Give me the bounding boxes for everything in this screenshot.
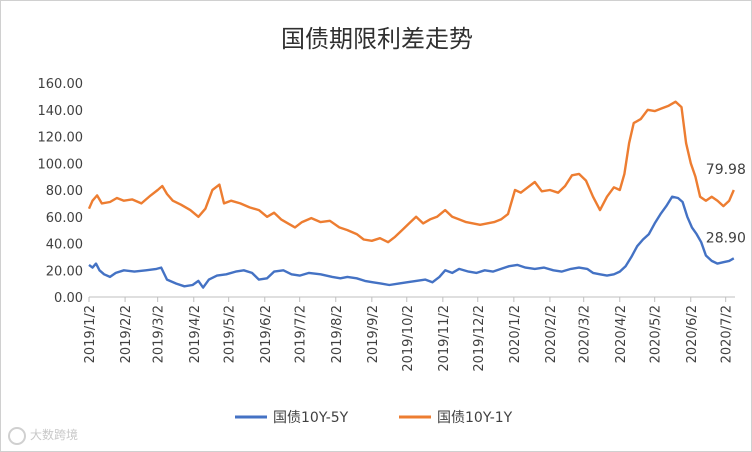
series-layer <box>87 100 735 289</box>
legend-label-0: 国债10Y-5Y <box>273 410 349 426</box>
x-tick-label: 2019/10/2 <box>401 305 416 372</box>
x-tick-label: 2019/11/2 <box>437 305 452 372</box>
y-tick-label: 100.00 <box>38 157 84 172</box>
x-tick-label: 2019/2/2 <box>119 305 134 363</box>
x-tick-label: 2019/3/2 <box>152 305 167 363</box>
end-value-label-0: 28.90 <box>706 230 746 246</box>
legend: 国债10Y-5Y 国债10Y-1Y <box>235 410 513 426</box>
x-tick-label: 2019/5/2 <box>223 305 238 363</box>
y-tick-label: 20.00 <box>46 264 83 279</box>
x-tick-label: 2019/8/2 <box>330 305 345 363</box>
x-tick-label: 2020/1/2 <box>508 305 523 363</box>
x-axis: 2019/1/2 2019/2/2 2019/3/2 2019/4/2 2019/5/2… <box>83 296 735 372</box>
x-tick-label: 2019/1/2 <box>83 305 98 363</box>
x-tick-label: 2019/12/2 <box>472 305 487 372</box>
x-tick-label: 2020/3/2 <box>578 305 593 363</box>
x-tick-label: 2020/7/2 <box>720 305 735 363</box>
y-axis: 0.00 20.00 40.00 60.00 80.00 100.00 120.00 140.… <box>38 77 84 306</box>
y-tick-label: 80.00 <box>46 184 83 199</box>
x-tick-label: 2019/4/2 <box>188 305 203 363</box>
watermark: 大数跨境 <box>8 426 78 445</box>
y-tick-label: 120.00 <box>38 131 84 146</box>
y-tick-label: 0.00 <box>54 291 83 306</box>
x-tick-label: 2019/9/2 <box>366 305 381 363</box>
legend-label-1: 国债10Y-1Y <box>437 410 513 426</box>
end-labels: 28.90 79.98 <box>706 162 746 246</box>
y-tick-label: 60.00 <box>46 211 83 226</box>
x-tick-label: 2020/6/2 <box>685 305 700 363</box>
x-tick-label: 2020/2/2 <box>544 305 559 363</box>
y-tick-label: 140.00 <box>38 104 84 119</box>
chart-title: 国债期限利差走势 <box>281 25 473 53</box>
end-value-label-1: 79.98 <box>706 162 746 178</box>
watermark-logo-icon <box>8 426 26 445</box>
y-tick-label: 40.00 <box>46 238 83 253</box>
x-tick-label: 2019/7/2 <box>294 305 309 363</box>
x-tick-label: 2020/4/2 <box>614 305 629 363</box>
series-line-1 <box>87 100 735 244</box>
x-tick-label: 2019/6/2 <box>259 305 274 363</box>
watermark-text: 大数跨境 <box>30 428 79 442</box>
y-tick-label: 160.00 <box>38 77 84 92</box>
series-line-0 <box>88 195 735 289</box>
x-tick-label: 2020/5/2 <box>649 305 664 363</box>
